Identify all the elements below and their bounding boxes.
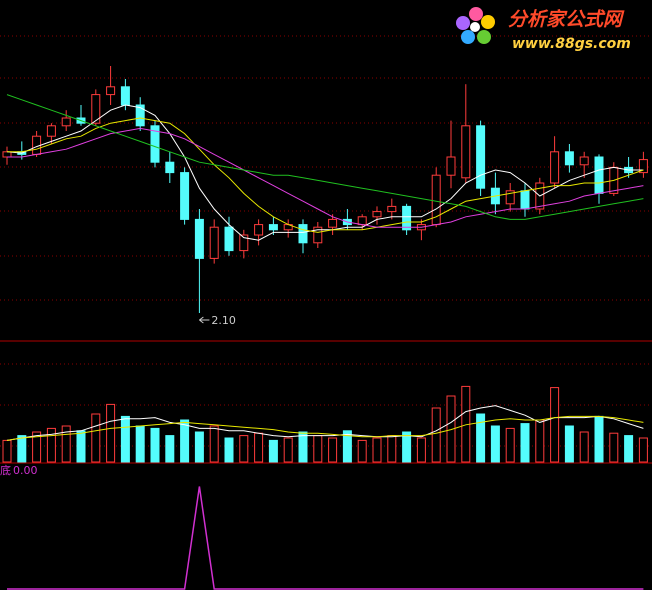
volume-bar <box>76 430 86 463</box>
volume-bar <box>46 427 56 463</box>
logo-petal <box>477 30 491 44</box>
volume-bar <box>61 425 71 463</box>
candle-body <box>520 190 530 210</box>
volume-bar <box>564 425 574 463</box>
volume-bar <box>91 413 101 463</box>
volume-bar <box>254 432 264 463</box>
volume-bar <box>431 407 441 463</box>
logo-center <box>470 22 480 32</box>
volume-bar <box>476 413 486 463</box>
indicator-name: 底 <box>0 463 11 477</box>
logo-url: www.88gs.com <box>512 36 631 52</box>
volume-bar <box>535 419 545 463</box>
logo-title: 分析家公式网 <box>508 9 625 31</box>
logo: 分析家公式网 www.88gs.com <box>456 7 631 52</box>
logo-petal <box>456 16 470 30</box>
volume-bar <box>135 425 145 463</box>
candle-body <box>476 125 486 189</box>
candle-body <box>550 151 560 184</box>
volume-bar <box>224 437 234 463</box>
ma-line <box>6 104 644 241</box>
candle-body <box>2 151 12 158</box>
volume-bar <box>579 431 589 463</box>
volume-ma-line <box>6 415 644 441</box>
candle-body <box>357 216 367 226</box>
volume-bar <box>505 427 515 463</box>
volume-bar <box>387 435 397 463</box>
candle-body <box>180 172 190 220</box>
candle-body <box>461 125 471 179</box>
logo-petal <box>469 7 483 21</box>
candle-body <box>106 86 116 96</box>
candle-body <box>402 205 412 231</box>
volume-bar <box>594 415 604 463</box>
volume-bar <box>165 435 175 463</box>
candle-body <box>638 159 648 174</box>
volume-bar <box>328 437 338 463</box>
candle-body <box>313 226 323 244</box>
low-arrow-head <box>199 316 204 324</box>
volume-bar <box>2 439 12 463</box>
candle-body <box>564 151 574 166</box>
candle-body <box>165 161 175 174</box>
volume-bar <box>416 437 426 463</box>
ma-line <box>7 127 644 228</box>
volume-bar <box>313 435 323 463</box>
indicator-line <box>7 486 644 590</box>
low-label: 2.10 <box>211 314 236 327</box>
candle-body <box>120 86 130 106</box>
volume-bar <box>298 431 308 463</box>
volume-bar <box>446 395 456 463</box>
volume-bar <box>180 419 190 463</box>
candle-body <box>239 234 249 252</box>
candle-body <box>224 226 234 252</box>
candle-body <box>579 156 589 166</box>
candle-body <box>372 211 382 218</box>
candle-body <box>150 125 160 163</box>
volume-bar <box>624 435 634 463</box>
volume-bar <box>120 415 130 463</box>
logo-petal <box>481 15 495 29</box>
volume-bar <box>372 437 382 463</box>
volume-bar <box>150 427 160 463</box>
candle-body <box>446 156 456 176</box>
volume-bar <box>32 431 42 463</box>
volume-bar <box>490 425 500 463</box>
volume-bar <box>638 437 648 463</box>
volume-bar <box>239 435 249 463</box>
ma-line <box>6 94 644 220</box>
candle-body <box>328 218 338 228</box>
candle-body <box>135 104 145 127</box>
candle-body <box>505 190 515 205</box>
volume-bar <box>268 439 278 463</box>
volume-bar <box>402 431 412 463</box>
volume-bar <box>520 423 530 463</box>
candle-body <box>194 218 204 259</box>
candle-body <box>61 117 71 127</box>
volume-bar <box>106 403 116 463</box>
candle-body <box>594 156 604 194</box>
volume-bar <box>209 425 219 463</box>
candle-body <box>268 224 278 231</box>
volume-bar <box>194 431 204 463</box>
candle-body <box>46 125 56 137</box>
volume-bar <box>357 439 367 463</box>
volume-bar <box>342 430 352 463</box>
logo-petal <box>461 30 475 44</box>
volume-bar <box>17 435 27 463</box>
volume-bar <box>283 437 293 463</box>
candle-body <box>91 94 101 124</box>
indicator-value: 0.00 <box>13 464 38 477</box>
volume-bar <box>550 387 560 463</box>
ma-line <box>7 117 644 233</box>
volume-ma-line <box>6 405 644 441</box>
candle-body <box>209 226 219 259</box>
candle-body <box>254 224 264 236</box>
candle-body <box>387 205 397 213</box>
volume-bar <box>609 432 619 463</box>
candle-body <box>298 224 308 244</box>
